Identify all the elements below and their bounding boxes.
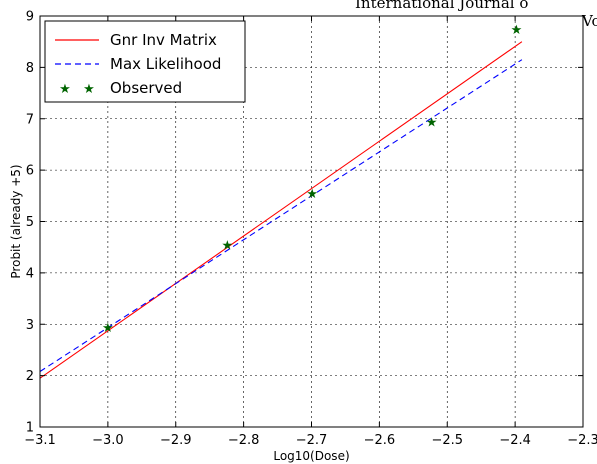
y-tick-label: 2 bbox=[26, 369, 34, 384]
journal-header: International Journal o bbox=[355, 0, 529, 12]
x-tick-label: −2.5 bbox=[431, 433, 463, 448]
axis-ticks: −3.1 −3.0 −2.9 −2.8 −2.7 −2.6 −2.5 −2.4 −2.3 1 2 3 4… bbox=[24, 10, 597, 449]
observed-point: ★ bbox=[102, 321, 114, 336]
legend: Gnr Inv Matrix Max Likelihood ★ ★ Observed bbox=[44, 20, 246, 103]
y-tick-label: 1 bbox=[26, 421, 34, 436]
legend-label: Max Likelihood bbox=[110, 55, 221, 73]
gnr-inv-matrix-line bbox=[39, 41, 523, 379]
legend-label: Observed bbox=[110, 79, 182, 97]
observed-point: ★ bbox=[306, 187, 318, 202]
y-tick-label: 3 bbox=[26, 318, 34, 333]
observed-point: ★ bbox=[426, 115, 438, 130]
plot-series: ★ ★ ★ ★ ★ bbox=[39, 23, 523, 379]
journal-header-volume: Vo bbox=[582, 12, 597, 30]
max-likelihood-line bbox=[39, 59, 523, 372]
legend-marker-observed: ★ bbox=[83, 82, 95, 97]
x-tick-label: −2.4 bbox=[499, 433, 531, 448]
y-tick-label: 8 bbox=[26, 61, 34, 76]
x-tick-label: −3.1 bbox=[24, 433, 56, 448]
x-tick-label: −3.0 bbox=[92, 433, 124, 448]
legend-marker-observed: ★ bbox=[59, 82, 71, 97]
x-tick-label: −2.8 bbox=[228, 433, 260, 448]
y-tick-label: 9 bbox=[26, 10, 34, 25]
legend-label: Gnr Inv Matrix bbox=[110, 31, 217, 49]
x-tick-label: −2.7 bbox=[296, 433, 328, 448]
y-tick-label: 4 bbox=[26, 266, 34, 281]
x-tick-label: −2.6 bbox=[364, 433, 396, 448]
y-tick-label: 7 bbox=[26, 112, 34, 127]
x-tick-label: −2.3 bbox=[567, 433, 597, 448]
y-axis-label: Probit (already +5) bbox=[9, 164, 23, 278]
observed-point: ★ bbox=[511, 23, 523, 38]
y-tick-label: 5 bbox=[26, 215, 34, 230]
y-tick-label: 6 bbox=[26, 164, 34, 179]
observed-point: ★ bbox=[222, 239, 234, 254]
legend-box bbox=[44, 20, 246, 103]
x-axis-label: Log10(Dose) bbox=[273, 449, 349, 463]
x-tick-label: −2.9 bbox=[160, 433, 192, 448]
